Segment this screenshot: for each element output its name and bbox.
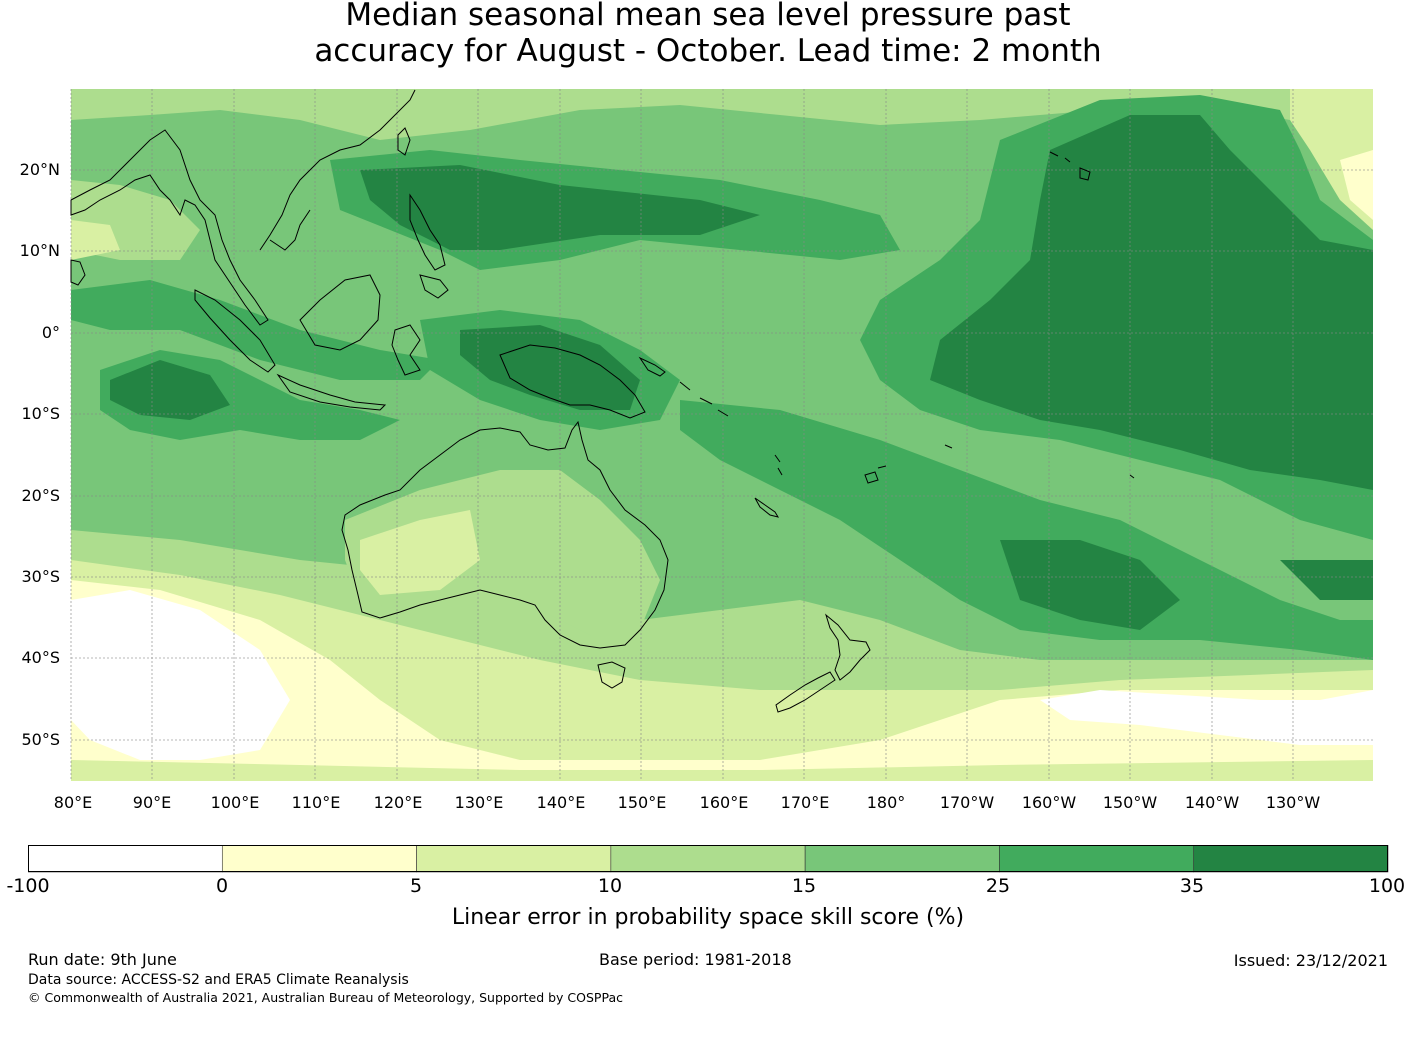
lat-label: 10°S	[21, 404, 60, 423]
sri-lanka-coastline	[70, 259, 86, 286]
coastlines	[70, 89, 1135, 713]
graticule	[70, 89, 1373, 781]
data-source: Data source: ACCESS-S2 and ERA5 Climate …	[28, 972, 409, 988]
new-guinea-coastline	[499, 344, 646, 419]
skill-score-map	[70, 89, 1373, 781]
lat-label: 10°N	[19, 241, 60, 260]
lon-label: 100°E	[210, 793, 260, 812]
map-title-line-2: accuracy for August - October. Lead time…	[314, 33, 1102, 69]
philippines-coastline	[409, 193, 446, 271]
fiji-coastline	[864, 465, 887, 484]
lon-label: 170°E	[780, 793, 830, 812]
colorbar	[28, 845, 1389, 873]
colorbar-segment	[221, 845, 417, 873]
lat-label: 0°	[41, 323, 60, 342]
lon-label: 180°	[866, 793, 906, 812]
colorbar-segment	[1193, 845, 1389, 873]
lon-label: 160°E	[699, 793, 749, 812]
tasmania-coastline	[597, 661, 626, 689]
lon-label: 130°E	[454, 793, 504, 812]
hawaii-coastline	[1049, 151, 1091, 181]
lat-label: 50°S	[21, 730, 60, 749]
colorbar-tick: 5	[409, 875, 423, 897]
lat-label: 30°S	[21, 567, 60, 586]
sumatra-coastline	[194, 289, 276, 373]
lon-label: 130°W	[1265, 793, 1321, 812]
issued-date: Issued: 23/12/2021	[1233, 951, 1388, 970]
lon-label: 160°W	[1021, 793, 1077, 812]
asia-coastline	[70, 129, 269, 326]
colorbar-segment	[610, 845, 806, 873]
taiwan-coastline	[397, 127, 411, 156]
copyright-notice: © Commonwealth of Australia 2021, Austra…	[28, 990, 623, 1005]
colorbar-segment	[804, 845, 1000, 873]
vanuatu-coastline	[774, 454, 783, 476]
colorbar-tick: 25	[985, 875, 1011, 897]
colorbar-segment	[999, 845, 1195, 873]
colorbar-tick: 0	[215, 875, 229, 897]
colorbar-label: Linear error in probability space skill …	[451, 905, 965, 930]
colorbar-tick: 15	[791, 875, 817, 897]
base-period: Base period: 1981-2018	[599, 950, 792, 969]
lon-label: 140°E	[536, 793, 586, 812]
new-caledonia-coastline	[754, 497, 780, 518]
australia-coastline	[341, 420, 669, 649]
skill-field	[71, 89, 1373, 781]
run-date: Run date: 9th June	[28, 950, 177, 969]
map-title-line-1: Median seasonal mean sea level pressure …	[345, 0, 1071, 33]
colorbar-tick: -100	[6, 875, 50, 897]
lon-label: 120°E	[373, 793, 423, 812]
lon-label: 80°E	[53, 793, 93, 812]
lon-label: 150°W	[1102, 793, 1158, 812]
sulawesi-coastline	[391, 324, 421, 376]
borneo-coastline	[299, 274, 381, 351]
colorbar-tick: 10	[597, 875, 623, 897]
colorbar-segment	[416, 845, 612, 873]
lat-label: 40°S	[21, 648, 60, 667]
colorbar-tick: 100	[1368, 875, 1406, 897]
lon-label: 150°E	[617, 793, 667, 812]
new-zealand-north-coastline	[825, 613, 871, 681]
lat-label: 20°N	[19, 160, 60, 179]
solomon-islands-coastline	[638, 356, 729, 417]
lat-label: 20°S	[21, 486, 60, 505]
lon-label: 90°E	[132, 793, 172, 812]
new-zealand-south-coastline	[775, 671, 836, 713]
colorbar-tick: 35	[1179, 875, 1205, 897]
lon-label: 110°E	[291, 793, 341, 812]
colorbar-segment	[28, 845, 223, 873]
java-coastline	[276, 373, 387, 411]
lon-label: 140°W	[1184, 793, 1240, 812]
lon-label: 170°W	[939, 793, 995, 812]
